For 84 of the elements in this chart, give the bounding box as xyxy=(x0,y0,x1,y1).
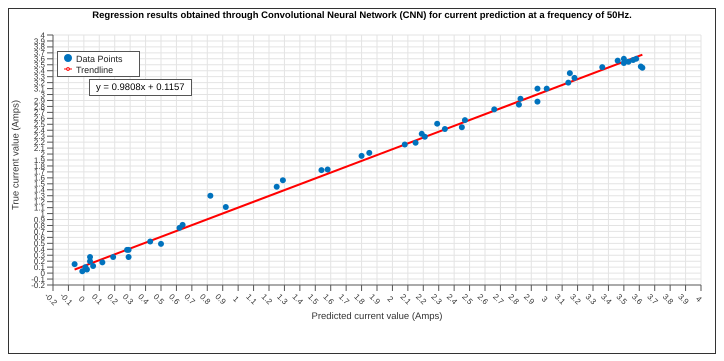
point xyxy=(633,56,640,62)
x-tick-label: 2.4 xyxy=(444,292,460,307)
x-tick-label: 0.5 xyxy=(152,292,166,307)
x-tick-label: 1.4 xyxy=(290,292,306,307)
x-tick-label: 0.1 xyxy=(90,292,105,307)
x-tick-label: 3.9 xyxy=(676,292,691,307)
x-tick-label: -0.1 xyxy=(58,291,75,308)
point xyxy=(280,177,286,184)
point xyxy=(207,192,214,199)
x-tick-label: 0.8 xyxy=(198,292,213,307)
point xyxy=(158,240,164,247)
point xyxy=(517,96,524,102)
x-tick-label: 2.9 xyxy=(522,292,537,307)
x-tick-label: 1.5 xyxy=(306,292,321,307)
x-tick-label: 2.3 xyxy=(429,292,444,307)
point xyxy=(180,222,186,228)
x-tick-label: 2 xyxy=(385,294,396,304)
legend-label: Trendline xyxy=(76,65,114,75)
point xyxy=(126,254,132,260)
point xyxy=(318,167,324,174)
x-tick-label: 3 xyxy=(540,294,550,304)
y-tick-label: 4 xyxy=(40,30,46,40)
point xyxy=(72,261,78,268)
x-tick-label: 2.1 xyxy=(398,292,414,307)
point xyxy=(534,98,540,105)
x-tick-label: 3.1 xyxy=(552,292,568,307)
point xyxy=(110,254,116,260)
x-tick-label: 3.2 xyxy=(568,292,583,307)
point xyxy=(565,80,572,86)
point xyxy=(462,117,468,124)
point xyxy=(434,120,440,127)
point xyxy=(544,86,550,92)
point xyxy=(534,86,540,92)
x-tick-label: 3.5 xyxy=(614,292,630,307)
x-tick-label: 0 xyxy=(76,294,87,304)
x-tick-label: 1.3 xyxy=(275,292,290,307)
point xyxy=(491,106,498,112)
x-tick-label: 0.4 xyxy=(136,292,151,307)
legend-label: Data Points xyxy=(76,54,123,64)
point xyxy=(516,102,522,108)
point xyxy=(442,126,448,132)
point xyxy=(566,70,573,76)
point xyxy=(222,204,229,210)
point xyxy=(274,184,280,190)
x-tick-label: 4 xyxy=(694,294,704,304)
x-tick-label: 0.7 xyxy=(182,292,198,307)
point xyxy=(614,58,621,64)
x-tick-label: 0.9 xyxy=(213,292,228,307)
point xyxy=(358,152,365,159)
x-tick-label: 2.5 xyxy=(460,292,475,307)
point xyxy=(599,64,606,70)
point xyxy=(147,238,154,245)
x-tick-label: 0.6 xyxy=(167,292,182,307)
point xyxy=(458,124,465,130)
x-tick-label: 1 xyxy=(231,294,242,304)
x-axis-title: Predicted current value (Amps) xyxy=(312,311,442,322)
x-tick-label: 2.8 xyxy=(506,292,522,307)
point xyxy=(324,166,331,173)
point xyxy=(99,259,106,266)
x-tick-label: 1.7 xyxy=(336,292,352,307)
x-tick-label: 3.4 xyxy=(599,292,614,307)
x-tick-label: 0.3 xyxy=(120,292,136,307)
point xyxy=(422,134,428,140)
x-tick-label: 3.8 xyxy=(660,292,676,307)
point xyxy=(90,262,96,269)
point xyxy=(402,142,408,148)
x-tick-label: 2.6 xyxy=(476,292,490,307)
point xyxy=(571,74,578,81)
y-axis-title: True current value (Amps) xyxy=(10,100,22,210)
x-tick-label: 2.7 xyxy=(491,292,506,307)
x-tick-label: 3.7 xyxy=(645,292,660,307)
x-tick-label: 3.3 xyxy=(584,292,598,307)
x-tick-label: 1.6 xyxy=(321,292,336,307)
point xyxy=(412,140,419,146)
x-tick-label: 1.9 xyxy=(368,292,382,307)
x-tick-label: 1.2 xyxy=(260,292,274,307)
chart-title: Regression results obtained through Convolutional Neural Network (CNN) for current prediction at a frequency of 50Hz. xyxy=(91,9,633,23)
x-tick-label: 2.2 xyxy=(414,292,429,307)
x-tick-label: 0.2 xyxy=(105,292,120,307)
x-tick-label: 1.8 xyxy=(352,292,367,307)
point xyxy=(366,150,372,156)
annotation: y = 0.9808x + 0.1157 xyxy=(89,79,192,96)
x-tick-label: 1.1 xyxy=(244,292,259,307)
x-tick-label: 3.6 xyxy=(630,292,645,307)
